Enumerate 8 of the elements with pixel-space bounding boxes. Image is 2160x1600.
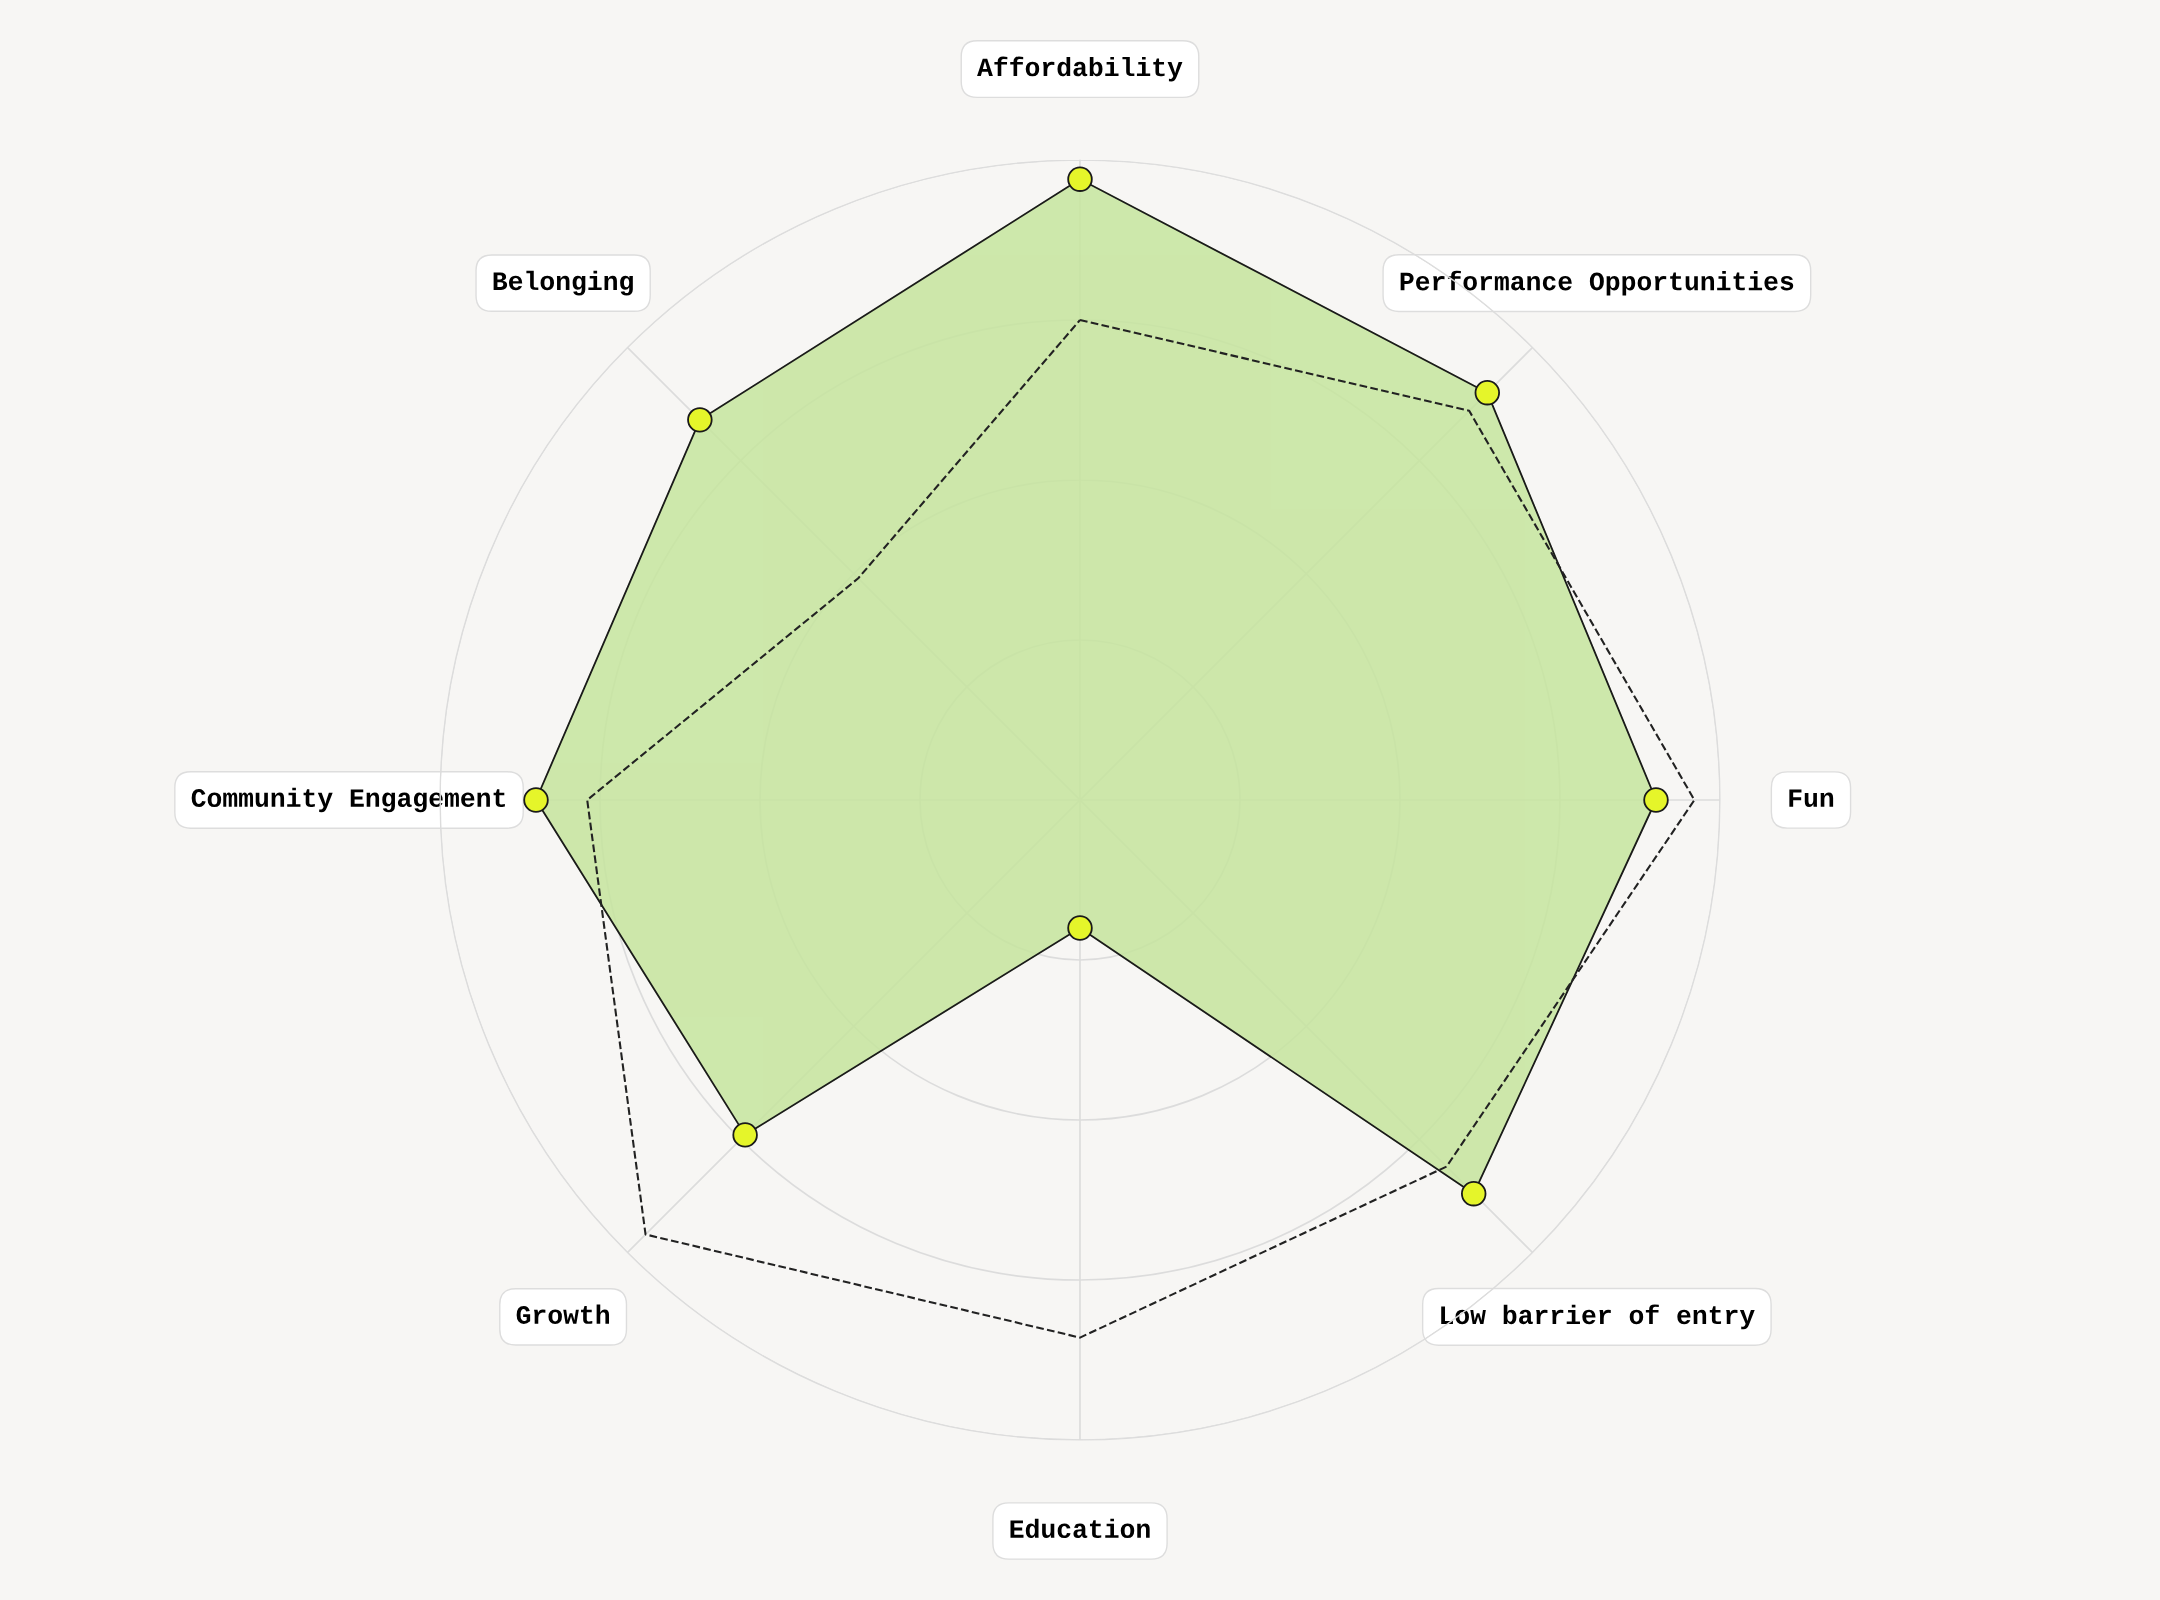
spoke-label: Community Engagement bbox=[191, 787, 505, 813]
spoke-label: Growth bbox=[516, 1304, 610, 1324]
spoke-label: Affordability bbox=[977, 56, 1183, 82]
spoke-label: Belonging bbox=[493, 270, 633, 296]
spoke-label: Fun bbox=[1789, 789, 1834, 808]
spoke-label: Education bbox=[1010, 1518, 1150, 1539]
spoke-label: Low barrier of entry bbox=[1441, 1304, 1755, 1330]
spoke-label: Performance Opportunities bbox=[1400, 270, 1794, 296]
